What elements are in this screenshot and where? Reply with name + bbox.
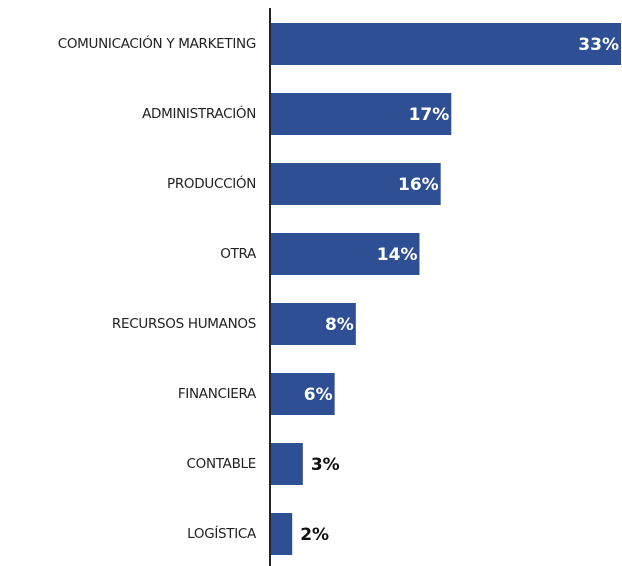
- bar: [271, 513, 293, 555]
- bar: [271, 163, 441, 205]
- bar: [271, 93, 452, 135]
- value-label: 3%: [311, 455, 340, 475]
- category-label: CONTABLE: [187, 456, 257, 472]
- category-label: PRODUCCIÓN: [167, 174, 256, 192]
- bar: [271, 373, 335, 415]
- value-label: 14%: [377, 245, 418, 265]
- value-label: 17%: [409, 105, 450, 125]
- category-label: LOGÍSTICA: [187, 525, 257, 542]
- category-label: RECURSOS HUMANOS: [112, 316, 256, 332]
- value-label: 33%: [578, 35, 619, 55]
- bar: [271, 303, 356, 345]
- category-label: OTRA: [220, 246, 257, 262]
- bar: [271, 233, 420, 275]
- value-label: 2%: [300, 525, 329, 545]
- bar: [271, 443, 303, 485]
- value-label: 16%: [398, 175, 439, 195]
- category-label: FINANCIERA: [178, 386, 257, 402]
- category-label: COMUNICACIÓN Y MARKETING: [58, 34, 256, 52]
- bar: [271, 23, 621, 65]
- value-label: 6%: [304, 385, 333, 405]
- value-label: 8%: [325, 315, 354, 335]
- category-label: ADMINISTRACIÓN: [142, 104, 256, 122]
